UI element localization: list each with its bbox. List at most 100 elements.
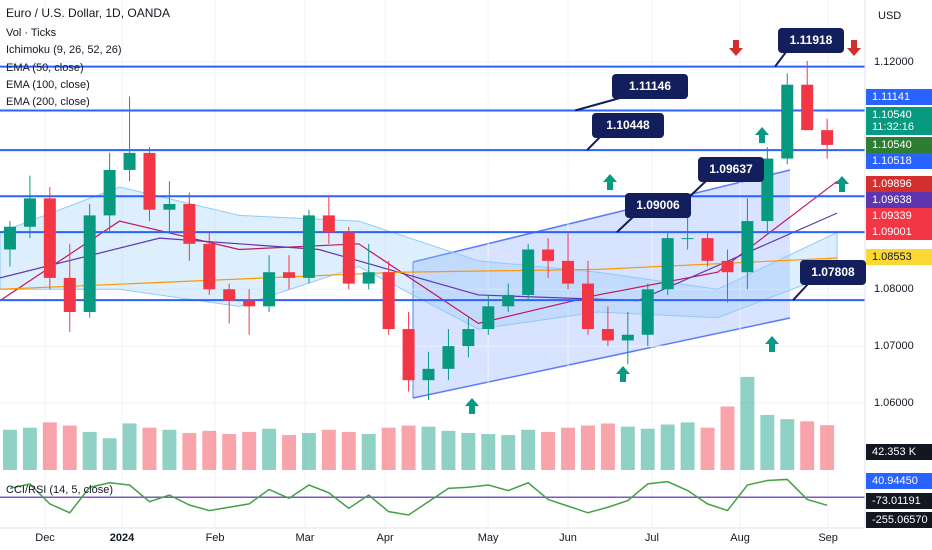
volume-bar [580, 425, 595, 470]
callout-pointer [574, 97, 621, 112]
volume-bar [62, 425, 77, 470]
callout-label: 1.10448 [606, 118, 650, 132]
callout [778, 28, 844, 53]
candle-body [562, 260, 575, 284]
candle-body [821, 130, 834, 145]
x-tick-label: Jun [559, 532, 577, 544]
candle-body [502, 294, 515, 307]
price-label: 1.08553 [872, 251, 912, 263]
volume-bar [341, 431, 356, 470]
channel [413, 170, 790, 398]
x-tick-label: Jul [645, 532, 659, 544]
volume-bar [720, 406, 735, 470]
volume-bar [22, 427, 37, 470]
channel-line [412, 169, 791, 263]
price-label: 1.09339 [872, 210, 912, 222]
callout [592, 113, 664, 138]
volume-bar [700, 427, 715, 470]
price-axis [865, 0, 932, 550]
volume-bar [122, 423, 137, 470]
candle-body [741, 221, 754, 273]
price-label-bg [866, 89, 932, 105]
chart-title: Euro / U.S. Dollar, 1D, OANDA [6, 6, 170, 20]
cci-line [9, 478, 828, 516]
volume-bar [401, 425, 416, 470]
candle-body [761, 158, 774, 222]
price-label-bg [866, 119, 932, 135]
price-label-bg [866, 137, 932, 153]
callout-pointer [616, 216, 634, 233]
volume-bar [441, 430, 456, 470]
candle-body [183, 204, 196, 244]
volume-bar [740, 376, 755, 470]
x-tick-label: Mar [295, 532, 314, 544]
callout-pointer [689, 180, 707, 197]
volume-bar [381, 427, 396, 470]
x-tick-label: Dec [35, 532, 55, 544]
candle-body [103, 169, 116, 216]
volume-bar [760, 414, 775, 470]
callout [612, 74, 688, 99]
candle-body [163, 204, 176, 210]
indicator: Vol · Ticks [6, 27, 57, 39]
candle-body [422, 368, 435, 381]
cci-value-bg [866, 473, 932, 489]
candle-body [3, 226, 16, 250]
volume-bar [501, 435, 516, 470]
price-label-bg [866, 249, 932, 265]
callout-label: 1.07808 [811, 265, 855, 279]
callout-pointer [586, 136, 601, 151]
indicator: Ichimoku (9, 26, 52, 26) [6, 44, 122, 56]
candle-body [681, 238, 694, 240]
volume-bar [820, 425, 835, 470]
candle-body [581, 283, 594, 330]
indicator: EMA (100, close) [6, 79, 90, 91]
y-tick-label: 1.12000 [874, 56, 914, 68]
volume-label-bg [866, 444, 932, 460]
y-tick-label: 1.07000 [874, 340, 914, 352]
price-label-bg [866, 208, 932, 224]
volume-bar [620, 426, 635, 470]
candle-body [522, 249, 535, 295]
candle-body [322, 215, 335, 233]
volume-bar [262, 428, 277, 470]
callout [698, 157, 764, 182]
y-tick-label: 1.08000 [874, 283, 914, 295]
volume-bar [42, 422, 57, 470]
price-label: 11:32:16 [872, 121, 914, 133]
price-label: 1.10540 [872, 109, 912, 121]
cci-label: CCI/RSI (14, 5, close) [6, 484, 113, 496]
candle-body [123, 152, 136, 170]
candle-body [203, 243, 216, 290]
cci-value-bg [866, 493, 932, 509]
volume-bar [800, 421, 815, 470]
candle-body [243, 300, 256, 307]
candle-body [661, 238, 674, 290]
candle-body [63, 277, 76, 313]
cci-value: -255.06570 [872, 514, 928, 526]
x-tick-label: Feb [206, 532, 225, 544]
volume-bar [2, 429, 17, 470]
volume-bar [421, 426, 436, 470]
candle-body [143, 152, 156, 210]
price-label: 1.10540 [872, 139, 912, 151]
arrows [465, 40, 861, 414]
candle-body [362, 272, 375, 284]
currency: USD [878, 10, 901, 22]
callout-label: 1.11146 [629, 79, 671, 93]
x-tick-label: Sep [818, 532, 838, 544]
ema-line [0, 257, 838, 290]
volume-bar [301, 432, 316, 470]
volume-bar [222, 434, 237, 470]
volume-bar [102, 438, 117, 470]
candle-body [302, 215, 315, 278]
volume-bar [680, 422, 695, 470]
volume-bar [242, 431, 257, 470]
volume-bar [481, 434, 496, 470]
volume-bar [182, 432, 197, 470]
candle-body [801, 84, 814, 131]
price-label-bg [866, 224, 932, 240]
x-tick-label: Apr [377, 532, 394, 544]
channel-line [412, 317, 791, 399]
candle-body [223, 289, 236, 301]
